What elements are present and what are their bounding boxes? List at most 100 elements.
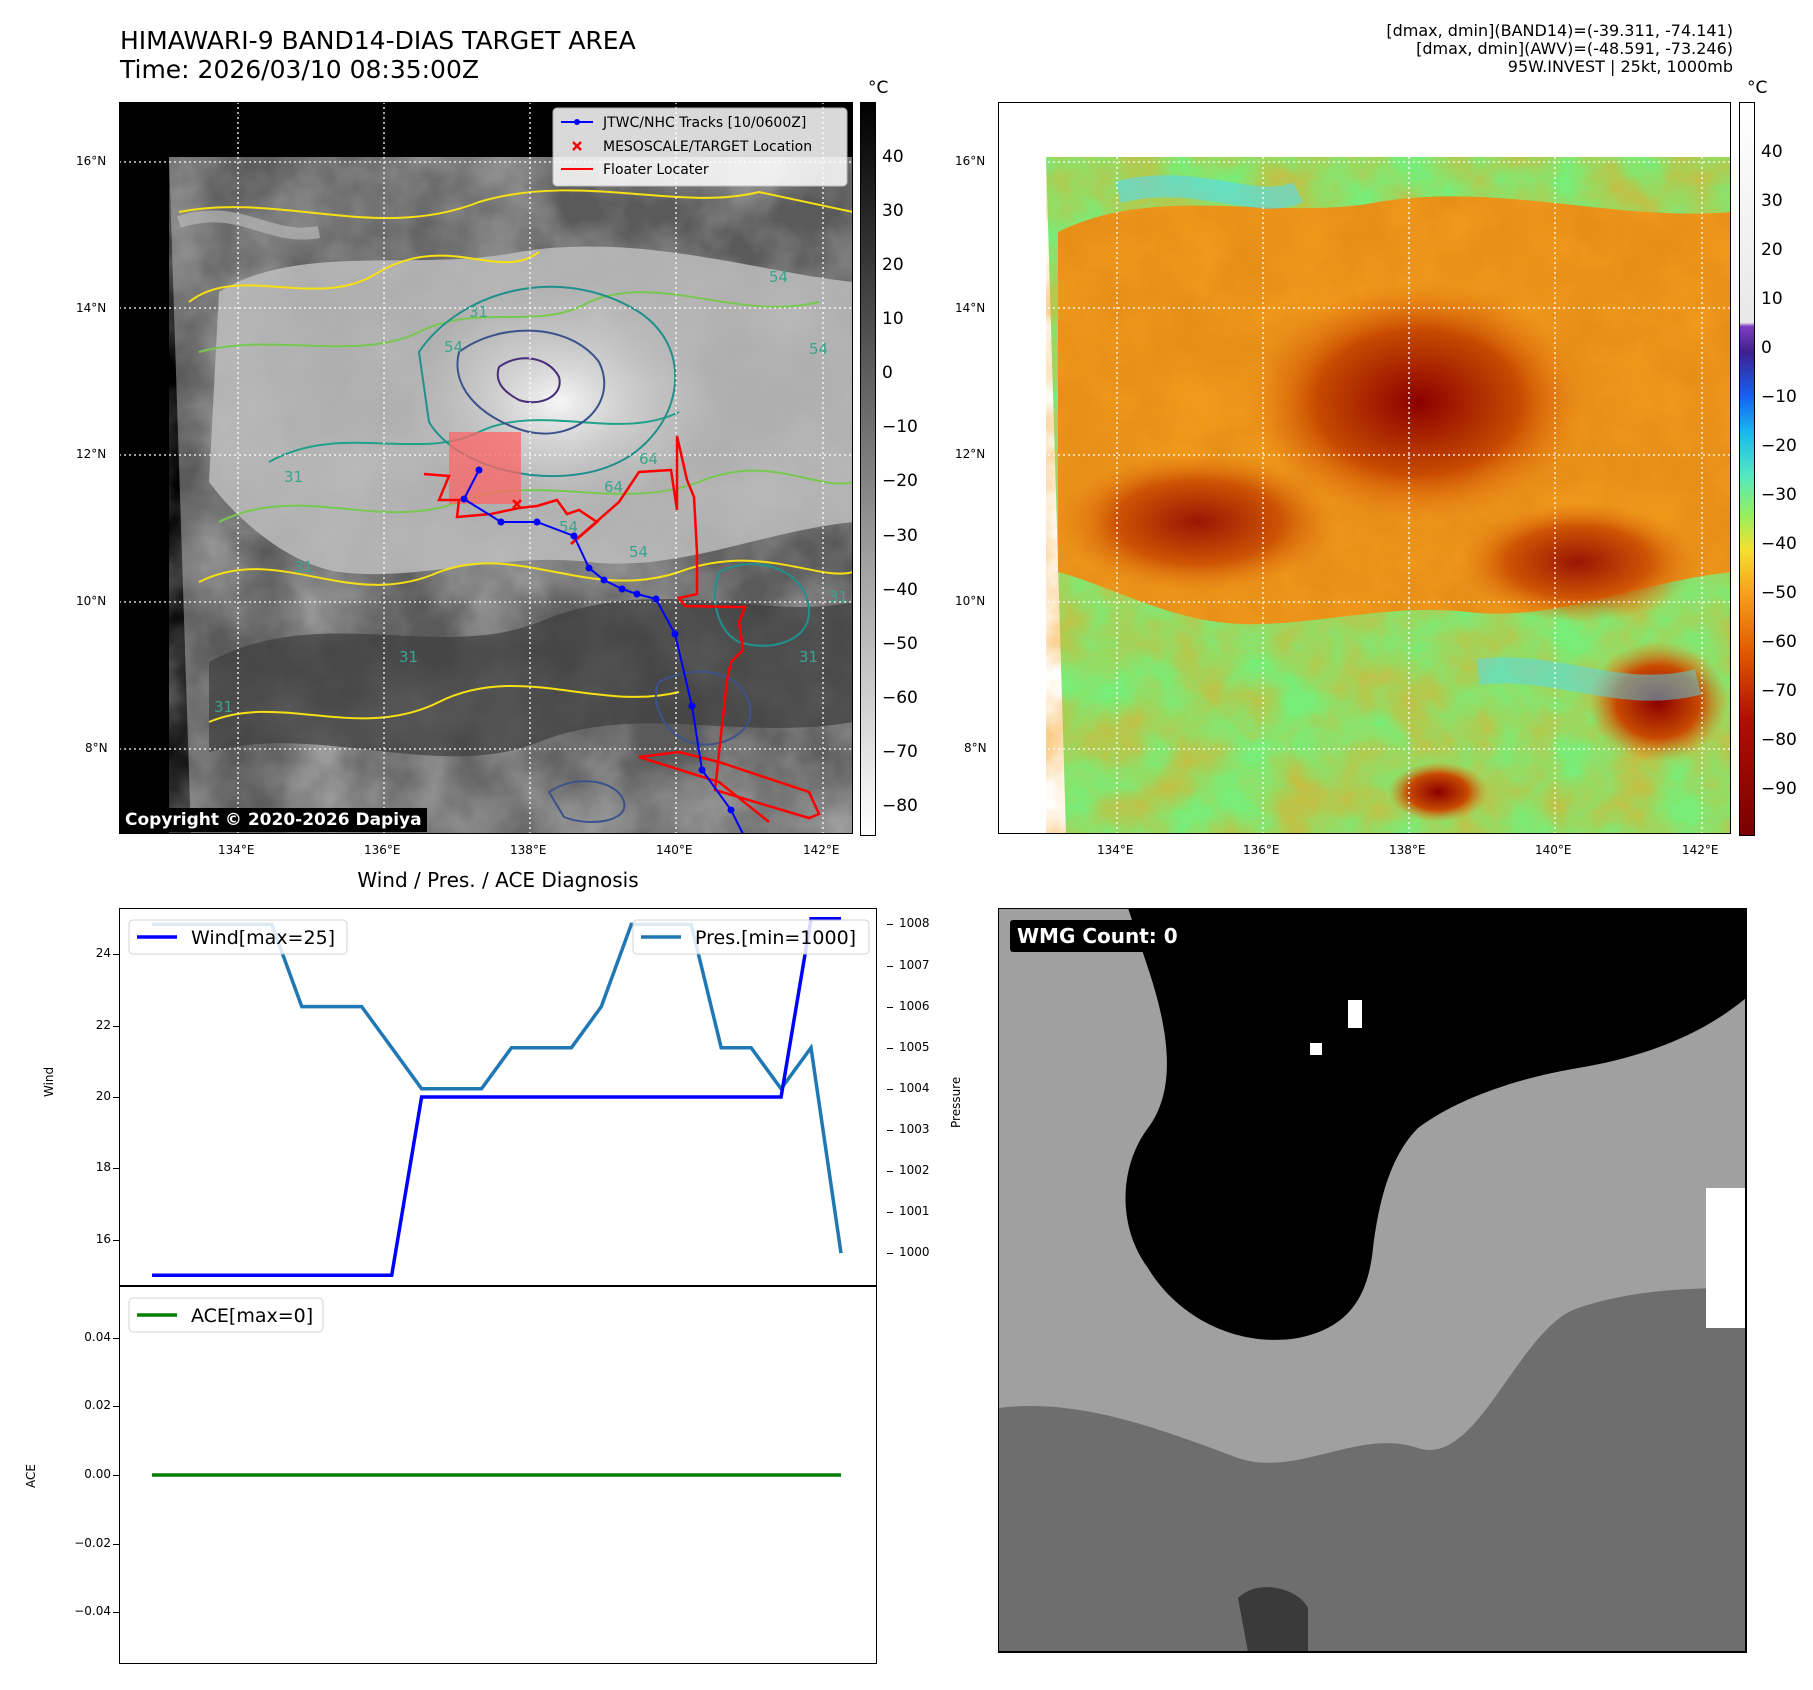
wmg-white-cell [1310, 1043, 1322, 1055]
contour-inner [456, 329, 606, 435]
ace-tick: −0.04 [74, 1604, 111, 1619]
pressure-tick: 1002 [899, 1162, 930, 1177]
colorbar-awv-tick: 40 [1761, 142, 1783, 162]
lon-tick: 136°E [1243, 843, 1280, 857]
lat-tick: 8°N [964, 741, 987, 755]
wind-tick-mark [113, 1025, 119, 1027]
pressure-tick: 1005 [899, 1039, 930, 1054]
wind-series-line [152, 916, 841, 1278]
contour-label: 54 [444, 338, 463, 356]
lat-tick: 10°N [76, 594, 107, 608]
pressure-tick-mark [887, 1088, 893, 1090]
colorbar-ir-tick: −20 [882, 471, 918, 491]
colorbar-ir-unit: °C [868, 78, 889, 98]
awv-core [1588, 642, 1728, 762]
info-block: [dmax, dmin](BAND14)=(-39.311, -74.141) … [1033, 22, 1733, 76]
awv-map [998, 102, 1731, 834]
legend-floater: Floater Locater [603, 162, 709, 178]
ace-tick: 0.02 [84, 1398, 111, 1413]
colorbar-ir-tick: −30 [882, 526, 918, 546]
mesoscale-target-box [449, 432, 521, 504]
pressure-tick: 1007 [899, 957, 930, 972]
ace-tick: 0.00 [84, 1467, 111, 1481]
contour-core [496, 357, 561, 404]
lat-tick: 12°N [76, 447, 107, 461]
lon-tick: 142°E [803, 843, 840, 857]
colorbar-awv-tick: −60 [1761, 632, 1797, 652]
ir-map: 54 54 31 54 31 31 64 54 64 54 31 31 31 3… [119, 102, 853, 834]
ace-tick-mark [113, 1475, 119, 1476]
contour-label: 64 [639, 450, 658, 468]
pressure-tick: 1003 [899, 1121, 930, 1136]
colorbar-awv-unit: °C [1747, 78, 1768, 98]
wind-tick: 18 [95, 1160, 111, 1175]
info-line-1: [dmax, dmin](BAND14)=(-39.311, -74.141) [1386, 21, 1733, 40]
colorbar-ir-tick: −70 [882, 742, 918, 762]
colorbar-ir-tick: 20 [882, 255, 904, 275]
colorbar-ir-tick: 10 [882, 309, 904, 329]
contour-label: 31 [399, 648, 418, 666]
pressure-tick: 1006 [899, 998, 930, 1013]
pressure-tick-mark [887, 1212, 893, 1214]
pressure-tick-mark [887, 1129, 893, 1131]
lat-tick: 14°N [76, 301, 107, 315]
colorbar-awv-tick: −70 [1761, 681, 1797, 701]
pressure-tick: 1008 [899, 916, 930, 931]
contour-label: 54 [629, 543, 648, 561]
colorbar-ir-tick: 30 [882, 201, 904, 221]
lat-tick: 8°N [85, 741, 108, 755]
copyright-label: Copyright © 2020-2026 Dapiya [120, 808, 427, 832]
wind-tick-mark [113, 1239, 119, 1241]
colorbar-ir-tick: 0 [882, 363, 893, 383]
colorbar-awv-tick: −50 [1761, 583, 1797, 603]
wind-tick-mark [113, 954, 119, 956]
colorbar-ir-tick: −50 [882, 634, 918, 654]
ace-tick-mark [113, 1406, 119, 1408]
contour-labels: 54 54 31 54 31 31 64 54 64 54 31 31 31 3… [214, 268, 848, 716]
contour-54 [198, 291, 820, 353]
colorbar-awv-tick: −80 [1761, 730, 1797, 750]
wind-tick: 22 [95, 1017, 111, 1032]
wmg-dark-patch [1238, 1587, 1308, 1652]
contour-31 [198, 559, 853, 586]
legend-jtwc: JTWC/NHC Tracks [10/0600Z] [602, 115, 806, 131]
contour-64 [714, 563, 811, 647]
wmg-white-edge [1706, 1188, 1746, 1328]
title-line-1: HIMAWARI-9 BAND14-DIAS TARGET AREA [120, 26, 636, 55]
wmg-mid-region [998, 1288, 1746, 1652]
ace-tick-mark [113, 1612, 119, 1614]
contour-inner [654, 670, 752, 746]
lon-tick: 138°E [1389, 843, 1426, 857]
wmg-cold-region [1125, 908, 1746, 1340]
pressure-legend: Pres.[min=1000] [632, 919, 870, 955]
pressure-legend-label: Pres.[min=1000] [695, 927, 856, 949]
ace-axis-label: ACE [24, 1464, 38, 1488]
contour-label: 64 [604, 478, 623, 496]
wmg-panel [998, 908, 1753, 1664]
diagnosis-title: Wind / Pres. / ACE Diagnosis [357, 868, 639, 892]
pressure-series-line [152, 922, 843, 1254]
contour-label: 31 [799, 648, 818, 666]
colorbar-awv-tick: −30 [1761, 485, 1797, 505]
lon-tick: 140°E [1535, 843, 1572, 857]
wind-tick-mark [113, 1168, 119, 1170]
contour-label: 31 [284, 468, 303, 486]
wind-tick: 16 [95, 1231, 111, 1246]
pressure-tick-mark [887, 1170, 893, 1172]
title-line-2: Time: 2026/03/10 08:35:00Z [120, 55, 479, 84]
lon-tick: 142°E [1682, 843, 1719, 857]
pressure-tick: 1004 [899, 1080, 930, 1095]
lat-tick: 16°N [955, 154, 986, 168]
colorbar-awv-tick: −90 [1761, 779, 1797, 799]
wmg-count-label: WMG Count: 0 [1010, 920, 1185, 952]
wind-tick: 20 [95, 1089, 111, 1103]
ace-plot: ACE[max=0] [119, 1286, 877, 1664]
contour-label: 31 [829, 588, 848, 606]
target-location-marker [512, 499, 522, 509]
awv-gridlines [998, 102, 1731, 834]
ace-tick-mark [113, 1337, 119, 1339]
colorbar-awv-tick: 30 [1761, 191, 1783, 211]
wind-tick: 24 [95, 946, 111, 961]
colorbar-ir-tick: 40 [882, 147, 904, 167]
contour-label: 31 [294, 558, 313, 576]
